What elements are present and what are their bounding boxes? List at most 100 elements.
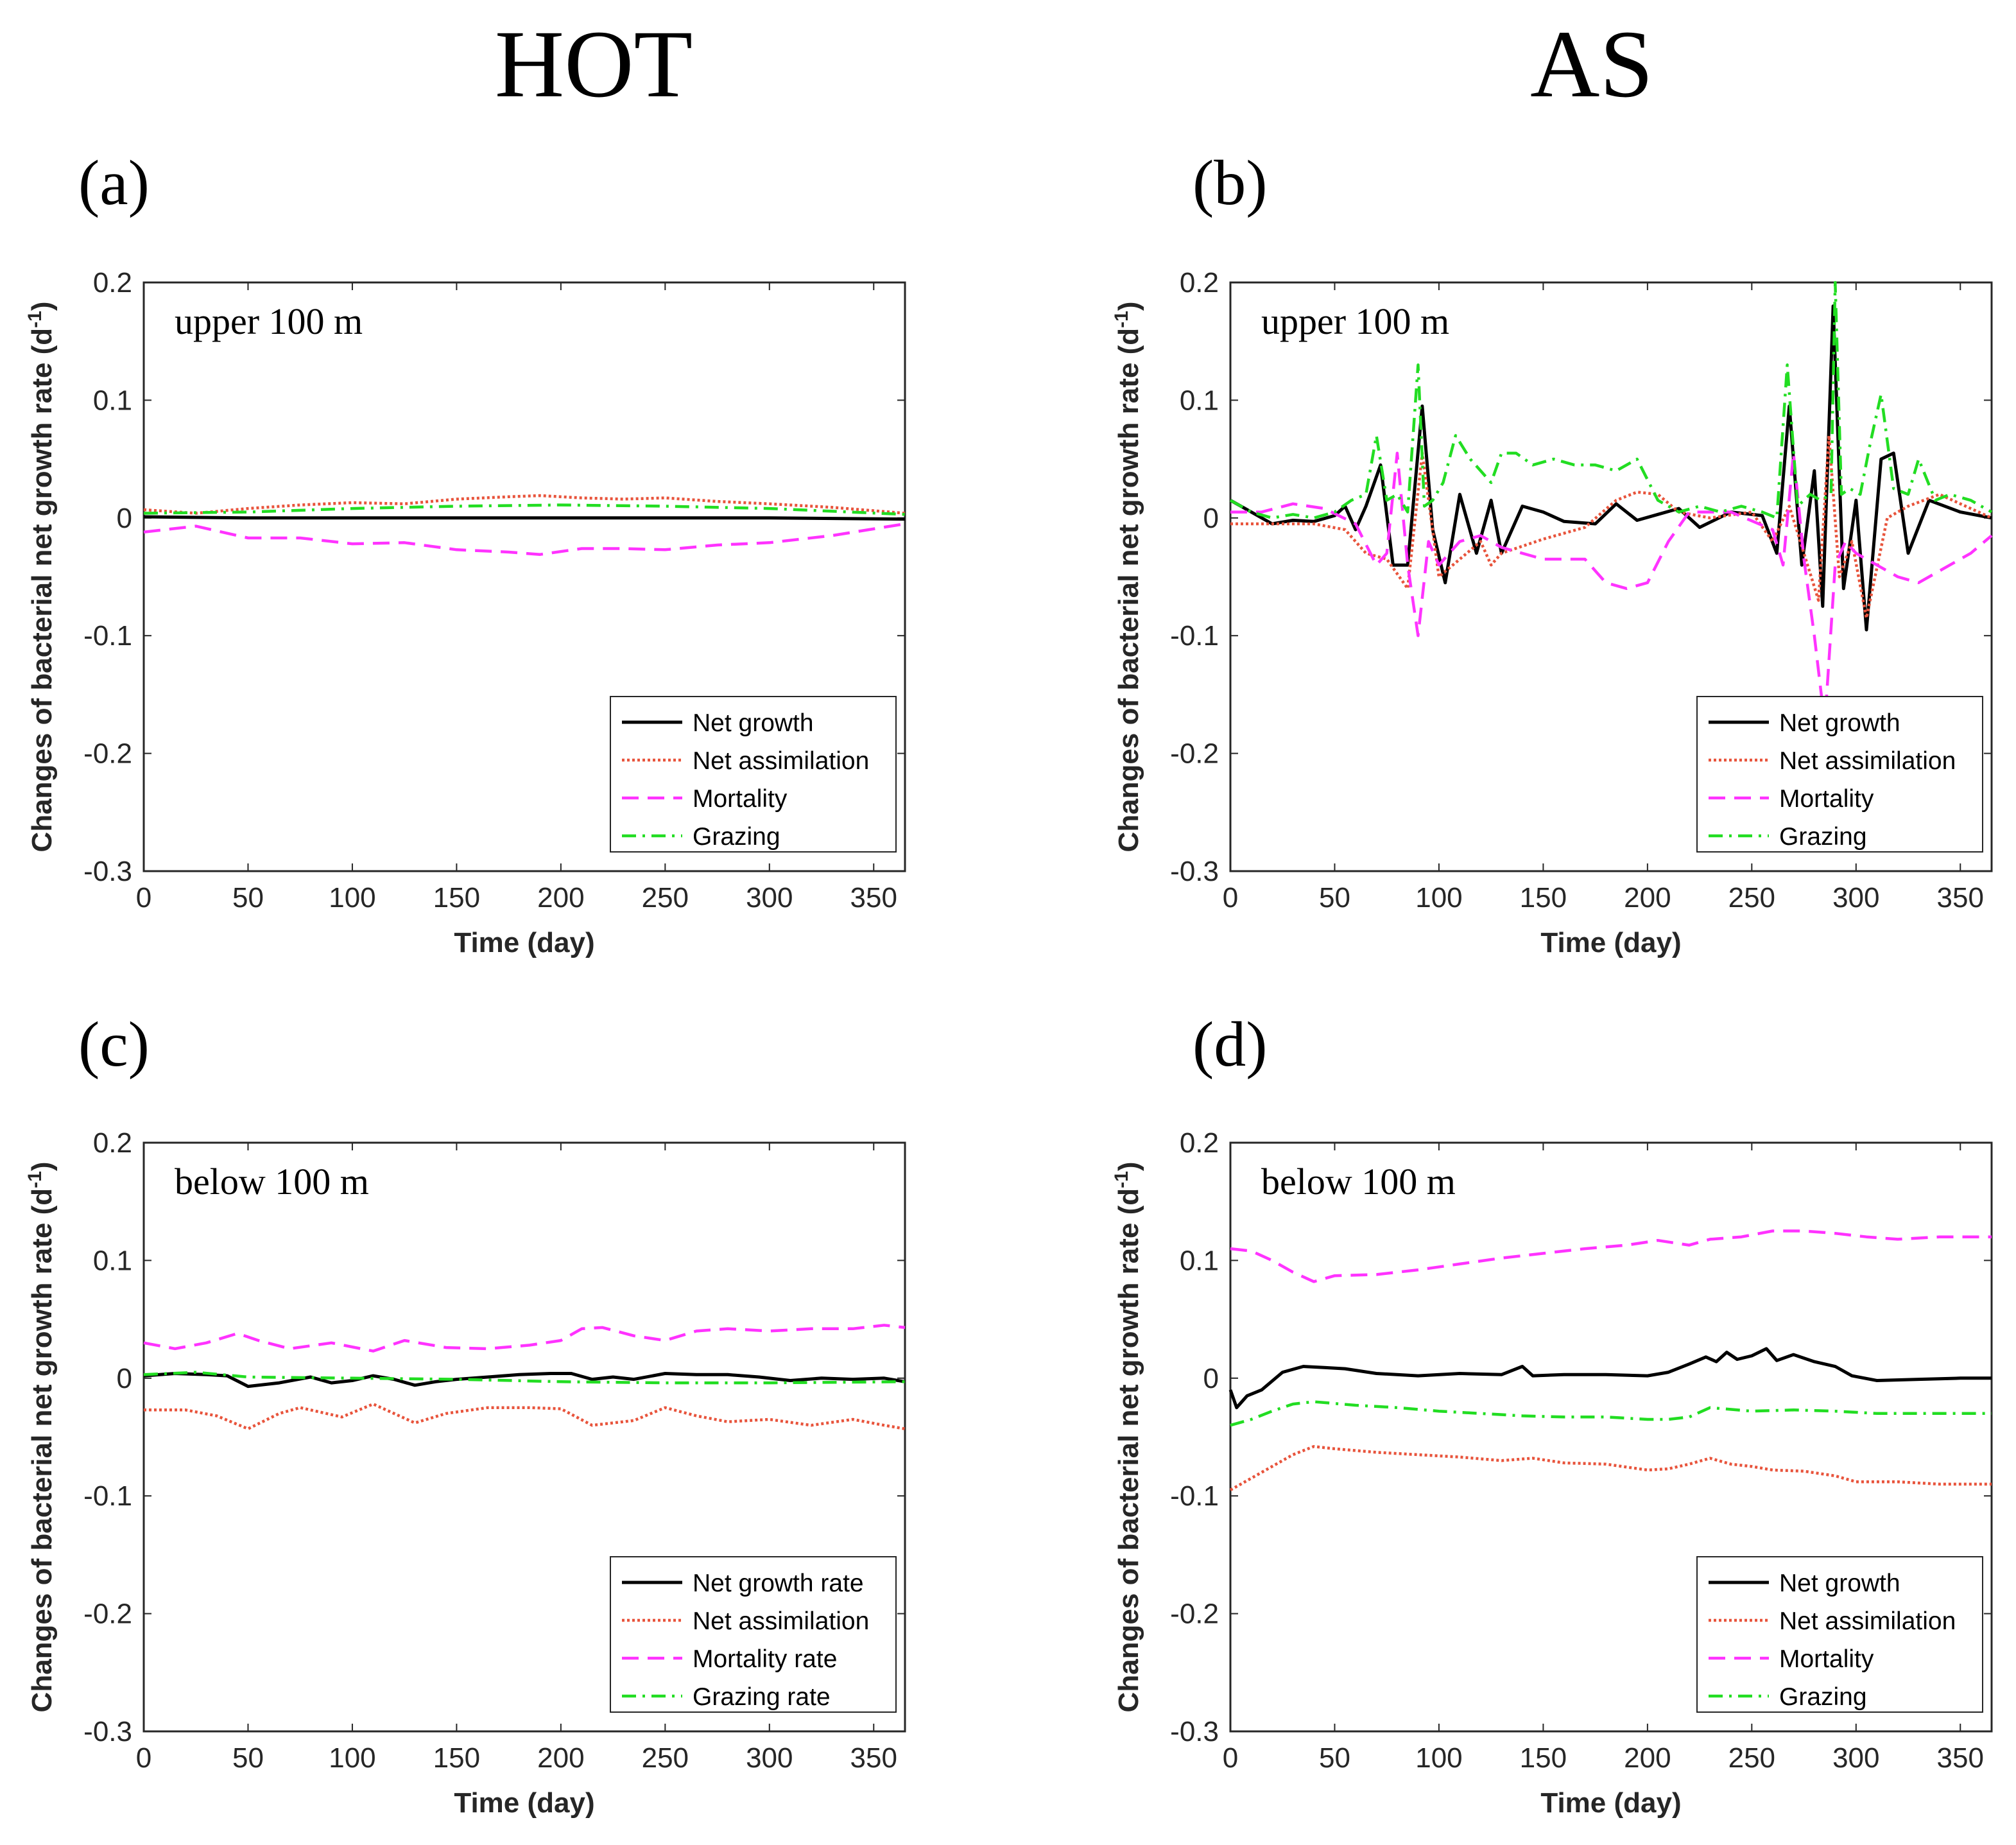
legend-entry: Net growth xyxy=(1779,709,1900,737)
y-tick-label: -0.1 xyxy=(1170,1480,1219,1512)
legend-entry: Net assimilation xyxy=(693,1607,869,1635)
x-tick-label: 50 xyxy=(232,1742,264,1774)
x-tick-label: 200 xyxy=(537,1742,584,1774)
x-tick-label: 0 xyxy=(136,882,151,914)
x-tick-label: 100 xyxy=(329,882,375,914)
y-axis-label: Changes of bacterial net growth rate (d-… xyxy=(1111,302,1144,853)
x-tick-label: 150 xyxy=(1520,882,1567,914)
x-tick-label: 350 xyxy=(850,1742,897,1774)
y-axis-label-superscript: -1 xyxy=(1111,311,1132,328)
series-line-mortality xyxy=(143,522,906,556)
series-line-net-assimilation xyxy=(143,494,906,515)
y-tick-label: -0.3 xyxy=(1170,856,1219,887)
region-label: below 100 m xyxy=(1261,1161,1456,1202)
y-axis-label-end: ) xyxy=(1113,302,1144,311)
x-tick-label: 200 xyxy=(1624,1742,1671,1774)
series-line-grazing-rate xyxy=(143,1371,906,1385)
x-tick-label: 0 xyxy=(136,1742,151,1774)
y-axis-label-superscript: -1 xyxy=(1111,1171,1132,1188)
y-axis-label-end: ) xyxy=(1113,1162,1144,1172)
y-axis-label-superscript: -1 xyxy=(24,311,46,328)
y-axis-label-main: Changes of bacterial net growth rate (d xyxy=(26,328,58,853)
series-line-net-growth xyxy=(143,515,906,521)
series-line-mortality xyxy=(1230,451,1993,726)
legend-entry: Net growth xyxy=(1779,1570,1900,1597)
x-tick-label: 300 xyxy=(746,1742,793,1774)
y-tick-label: 0.1 xyxy=(1180,385,1219,416)
y-tick-label: 0.2 xyxy=(93,267,132,299)
y-tick-label: 0 xyxy=(1203,1363,1219,1394)
x-tick-label: 350 xyxy=(1937,882,1984,914)
legend-entry: Net growth xyxy=(693,709,814,737)
region-label: upper 100 m xyxy=(1261,300,1449,342)
x-tick-label: 50 xyxy=(1319,1742,1350,1774)
column-title-hot: HOT xyxy=(495,11,693,117)
x-tick-label: 50 xyxy=(232,882,264,914)
chart-panel-d: (d) 0 50 100 150 200 250 300 350 -0.3 -0.2 -0.1 0 0.1… xyxy=(1111,1009,1993,1819)
y-axis-label-main: Changes of bacterial net growth rate (d xyxy=(1113,1188,1144,1713)
region-label: upper 100 m xyxy=(175,300,363,342)
legend-entry: Mortality xyxy=(1779,785,1874,813)
x-tick-label: 250 xyxy=(1728,882,1775,914)
y-axis-label-end: ) xyxy=(26,1162,58,1172)
x-axis-label: Time (day) xyxy=(1540,927,1681,958)
x-tick-label: 200 xyxy=(1624,882,1671,914)
legend: Net growth Net assimilation Mortality Grazi… xyxy=(1696,696,1983,853)
x-tick-label: 350 xyxy=(1937,1742,1984,1774)
series-line-net-growth xyxy=(1229,304,1992,632)
y-tick-label: 0.2 xyxy=(93,1127,132,1159)
y-tick-label: 0.1 xyxy=(93,1245,132,1276)
chart-panel-b: (b) 0 50 100 150 200 250 300 350 -0.3 -0.2 -0.1 0 0.1… xyxy=(1111,147,1993,958)
y-tick-label: -0.3 xyxy=(1170,1716,1219,1747)
y-tick-label: -0.3 xyxy=(83,1716,132,1747)
y-axis-label-superscript: -1 xyxy=(24,1171,46,1188)
x-tick-label: 100 xyxy=(1415,1742,1462,1774)
panel-letter: (d) xyxy=(1193,1009,1268,1080)
legend-entry: Mortality xyxy=(1779,1645,1874,1673)
region-label: below 100 m xyxy=(175,1161,369,1202)
series-line-mortality xyxy=(1230,1229,1992,1283)
legend-entry: Net assimilation xyxy=(1779,747,1956,775)
legend-entry: Grazing xyxy=(693,823,780,851)
y-tick-label: -0.2 xyxy=(1170,1598,1219,1630)
series-line-grazing xyxy=(1229,281,1993,520)
legend-entry: Net assimilation xyxy=(693,747,869,775)
y-tick-label: 0.2 xyxy=(1180,1127,1219,1159)
x-tick-label: 150 xyxy=(1520,1742,1567,1774)
x-tick-label: 0 xyxy=(1223,1742,1238,1774)
y-tick-label: 0.1 xyxy=(1180,1245,1219,1276)
x-tick-label: 150 xyxy=(433,882,480,914)
x-tick-label: 200 xyxy=(537,882,584,914)
panel-letter: (a) xyxy=(78,147,150,218)
y-axis-label: Changes of bacterial net growth rate (d-… xyxy=(1111,1162,1144,1713)
series-line-mortality-rate xyxy=(143,1324,906,1353)
y-axis-label-main: Changes of bacterial net growth rate (d xyxy=(1113,328,1144,853)
x-tick-label: 150 xyxy=(433,1742,480,1774)
legend-entry: Mortality xyxy=(693,785,788,813)
x-axis-label: Time (day) xyxy=(1540,1787,1681,1819)
x-tick-label: 0 xyxy=(1223,882,1238,914)
y-tick-label: 0.1 xyxy=(93,385,132,416)
y-tick-label: -0.2 xyxy=(83,1598,132,1630)
x-tick-label: 300 xyxy=(1832,1742,1879,1774)
y-tick-label: -0.2 xyxy=(83,738,132,770)
x-tick-label: 300 xyxy=(746,882,793,914)
y-tick-label: -0.1 xyxy=(83,620,132,652)
series-line-net-assimilation xyxy=(144,1402,906,1430)
y-tick-label: -0.3 xyxy=(83,856,132,887)
x-tick-label: 50 xyxy=(1319,882,1350,914)
x-axis-label: Time (day) xyxy=(454,927,594,958)
series-line-net-assimilation xyxy=(1230,434,1992,619)
series-line-net-growth xyxy=(1228,1347,1992,1410)
y-tick-label: 0 xyxy=(117,503,132,534)
legend-entry: Grazing xyxy=(1779,1683,1867,1711)
y-tick-label: 0 xyxy=(1203,503,1219,534)
x-tick-label: 350 xyxy=(850,882,897,914)
x-tick-label: 250 xyxy=(642,882,689,914)
legend-entry: Grazing xyxy=(1779,823,1867,851)
chart-panel-c: (c) 0 50 100 150 200 250 300 350 -0.3 -0.2 -0.1 0 0.1… xyxy=(24,1009,906,1819)
x-tick-label: 250 xyxy=(642,1742,689,1774)
x-tick-label: 100 xyxy=(329,1742,375,1774)
y-tick-label: -0.1 xyxy=(1170,620,1219,652)
